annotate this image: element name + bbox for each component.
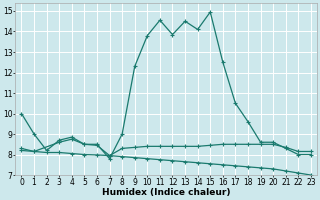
X-axis label: Humidex (Indice chaleur): Humidex (Indice chaleur) <box>102 188 230 197</box>
